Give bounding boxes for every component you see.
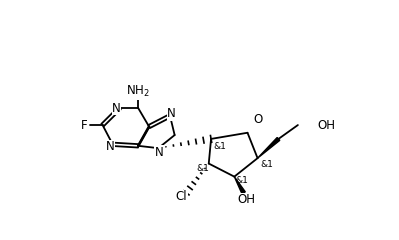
Text: N: N [167,107,176,120]
Text: OH: OH [237,193,255,206]
Polygon shape [258,138,280,158]
Text: F: F [81,119,87,132]
Text: N: N [155,145,164,158]
Text: &1: &1 [213,142,226,151]
Text: Cl: Cl [176,190,188,203]
Text: NH$_2$: NH$_2$ [126,84,150,100]
Polygon shape [234,177,245,194]
Text: &1: &1 [261,160,274,169]
Text: N: N [106,140,115,153]
Text: OH: OH [317,119,335,132]
Text: &1: &1 [236,176,249,185]
Text: O: O [253,113,262,126]
Text: N: N [112,102,121,115]
Text: &1: &1 [196,164,209,174]
